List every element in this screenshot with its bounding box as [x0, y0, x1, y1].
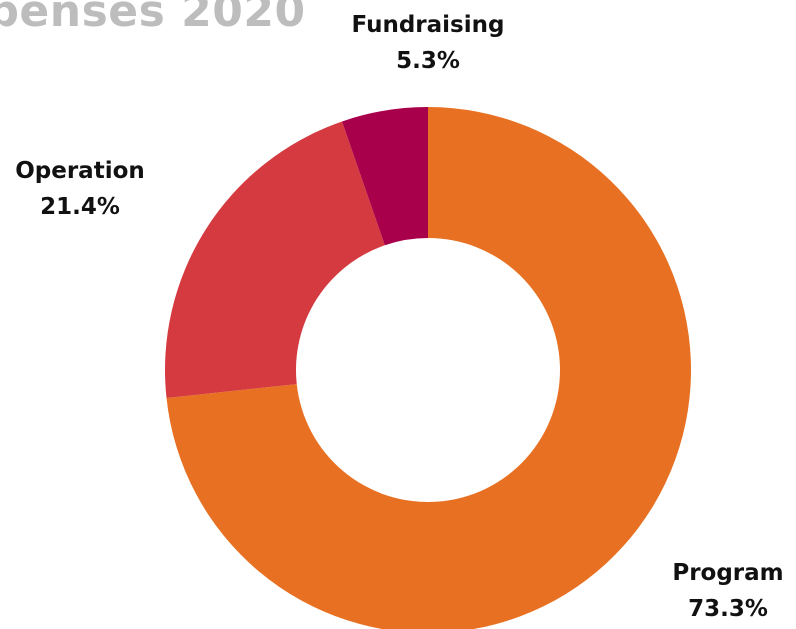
slice-value-fundraising: 5.3%: [396, 48, 460, 74]
slice-name-operation: Operation: [15, 158, 145, 184]
slice-fundraising: [342, 107, 428, 246]
slice-program: [166, 107, 691, 629]
slice-label-fundraising: Fundraising 5.3%: [278, 14, 578, 73]
slice-value-program: 73.3%: [688, 596, 768, 622]
slice-label-program: Program 73.3%: [660, 562, 796, 621]
chart-title: Expenses 2020: [0, 0, 306, 37]
slice-name-program: Program: [672, 560, 784, 586]
slice-operation: [164, 121, 385, 399]
slice-name-fundraising: Fundraising: [351, 12, 505, 38]
slice-label-operation: Operation 21.4%: [0, 160, 160, 219]
slice-value-operation: 21.4%: [40, 194, 120, 220]
